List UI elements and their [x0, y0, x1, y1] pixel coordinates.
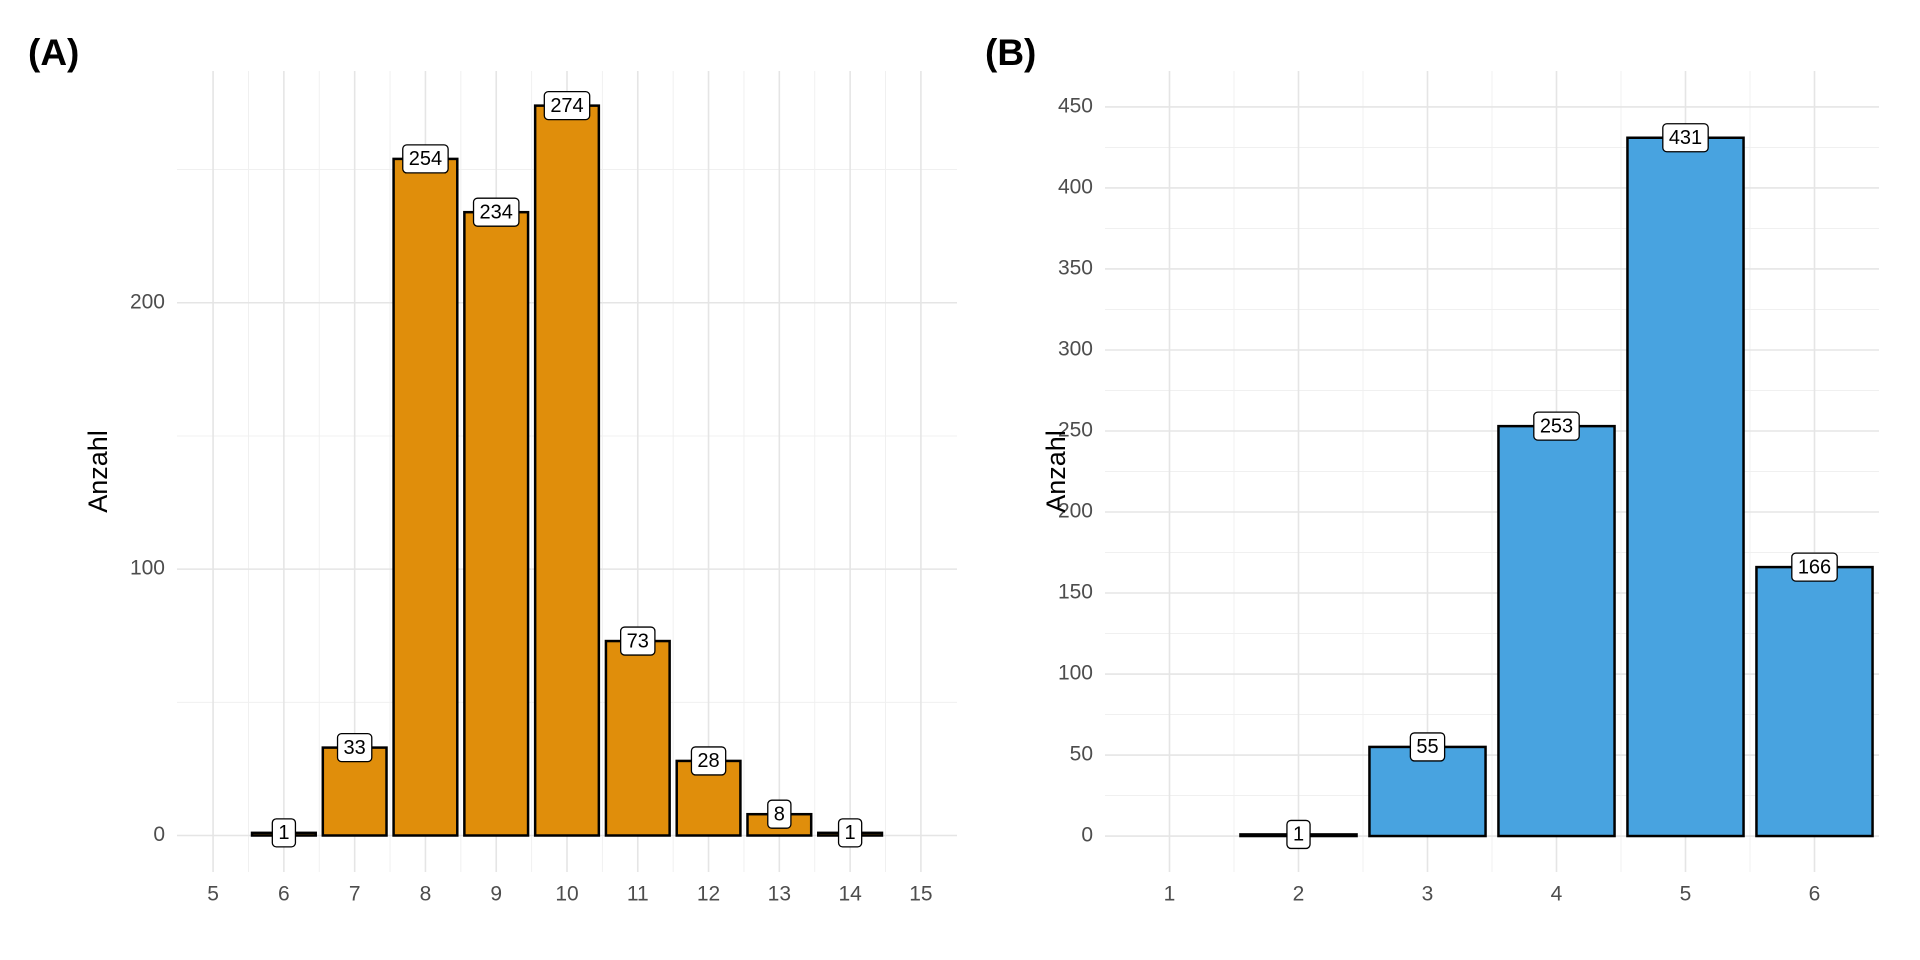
value-label: 1	[837, 818, 863, 848]
x-tick-label: 5	[1680, 883, 1692, 906]
y-tick-label: 300	[1058, 338, 1093, 361]
x-tick-label: 15	[909, 883, 932, 906]
panel-title: (A)	[28, 32, 79, 73]
value-label-box	[543, 90, 591, 121]
x-tick-label: 4	[1551, 883, 1563, 906]
value-label-text: 1	[845, 822, 856, 844]
value-label: 33	[336, 732, 373, 763]
y-tick-label: 350	[1058, 257, 1093, 280]
y-tick-label: 250	[1058, 419, 1093, 442]
x-tick-label: 7	[349, 883, 361, 906]
value-label-box	[767, 799, 792, 829]
y-tick-label: 50	[1070, 743, 1093, 766]
value-label-box	[837, 818, 863, 848]
value-label-box	[1662, 123, 1709, 153]
x-tick-label: 3	[1422, 883, 1434, 906]
value-label-text: 254	[409, 148, 442, 170]
bar	[1755, 565, 1874, 838]
value-label: 73	[620, 626, 656, 656]
x-tick-label: 6	[1809, 883, 1821, 906]
value-label-box	[1286, 819, 1311, 850]
x-tick-label: 13	[768, 883, 791, 906]
y-axis-label: Anzahl	[83, 430, 113, 513]
bar	[463, 210, 530, 837]
value-label-box	[1409, 732, 1446, 762]
value-label: 8	[767, 799, 792, 829]
y-axis-label: Anzahl	[1041, 430, 1071, 513]
bar	[533, 104, 601, 837]
value-label: 254	[402, 144, 449, 174]
y-tick-label: 100	[130, 557, 165, 580]
y-tick-label: 200	[1058, 500, 1093, 523]
x-tick-label: 14	[838, 883, 862, 906]
value-label: 431	[1662, 123, 1709, 153]
y-tick-label: 100	[1058, 662, 1093, 685]
value-label: 1	[271, 818, 297, 848]
bar	[321, 746, 388, 837]
value-label-text: 1	[278, 822, 289, 844]
value-label-box	[271, 818, 297, 848]
value-label-text: 73	[627, 630, 649, 652]
value-label-text: 274	[550, 95, 583, 117]
x-tick-label: 12	[697, 883, 720, 906]
value-label-text: 431	[1669, 127, 1702, 149]
value-label-text: 28	[697, 750, 719, 772]
y-tick-label: 400	[1058, 176, 1093, 199]
value-label-text: 8	[774, 803, 785, 825]
x-tick-label: 11	[627, 883, 649, 906]
value-label-box	[620, 626, 656, 656]
value-label-box	[472, 197, 520, 227]
y-tick-label: 150	[1058, 581, 1093, 604]
x-tick-label: 8	[420, 883, 432, 906]
bar	[604, 639, 671, 837]
panel: 0 50 100 150 200 250 300 350 400 450 1 2 3 4 5 6 (B) Anza…	[985, 32, 1879, 906]
y-tick-label: 0	[153, 823, 165, 846]
bar	[392, 157, 459, 837]
value-label: 1	[1286, 819, 1311, 850]
x-tick-label: 9	[490, 883, 502, 906]
value-label-box	[336, 732, 373, 763]
value-label: 166	[1791, 552, 1838, 582]
value-label: 55	[1409, 732, 1446, 762]
value-label-text: 166	[1798, 556, 1831, 578]
x-tick-label: 1	[1164, 883, 1176, 906]
value-label-box	[402, 144, 449, 174]
value-label-text: 55	[1416, 736, 1438, 758]
x-tick-label: 5	[207, 883, 219, 906]
value-label: 253	[1533, 411, 1580, 441]
value-label: 28	[690, 746, 727, 776]
value-label: 274	[543, 90, 591, 121]
value-label-box	[690, 746, 727, 776]
y-tick-label: 450	[1058, 95, 1093, 118]
value-label-text: 234	[480, 201, 513, 223]
x-tick-label: 10	[555, 883, 578, 906]
bar	[1497, 424, 1616, 838]
value-label-text: 33	[344, 737, 366, 759]
value-label-text: 253	[1540, 415, 1573, 437]
y-tick-label: 0	[1081, 824, 1093, 847]
value-label-text: 1	[1293, 824, 1304, 846]
x-tick-label: 2	[1293, 883, 1305, 906]
value-label: 234	[472, 197, 520, 227]
panel-title: (B)	[985, 32, 1036, 73]
y-tick-label: 200	[130, 290, 165, 313]
value-label-box	[1791, 552, 1838, 582]
panel: 0 100 200 5 6 7 8 9 10 11 12 13 14 15 (A) Anzahl 1 33 254 2…	[28, 32, 957, 906]
bar	[1626, 136, 1745, 838]
value-label-box	[1533, 411, 1580, 441]
x-tick-label: 6	[278, 883, 290, 906]
